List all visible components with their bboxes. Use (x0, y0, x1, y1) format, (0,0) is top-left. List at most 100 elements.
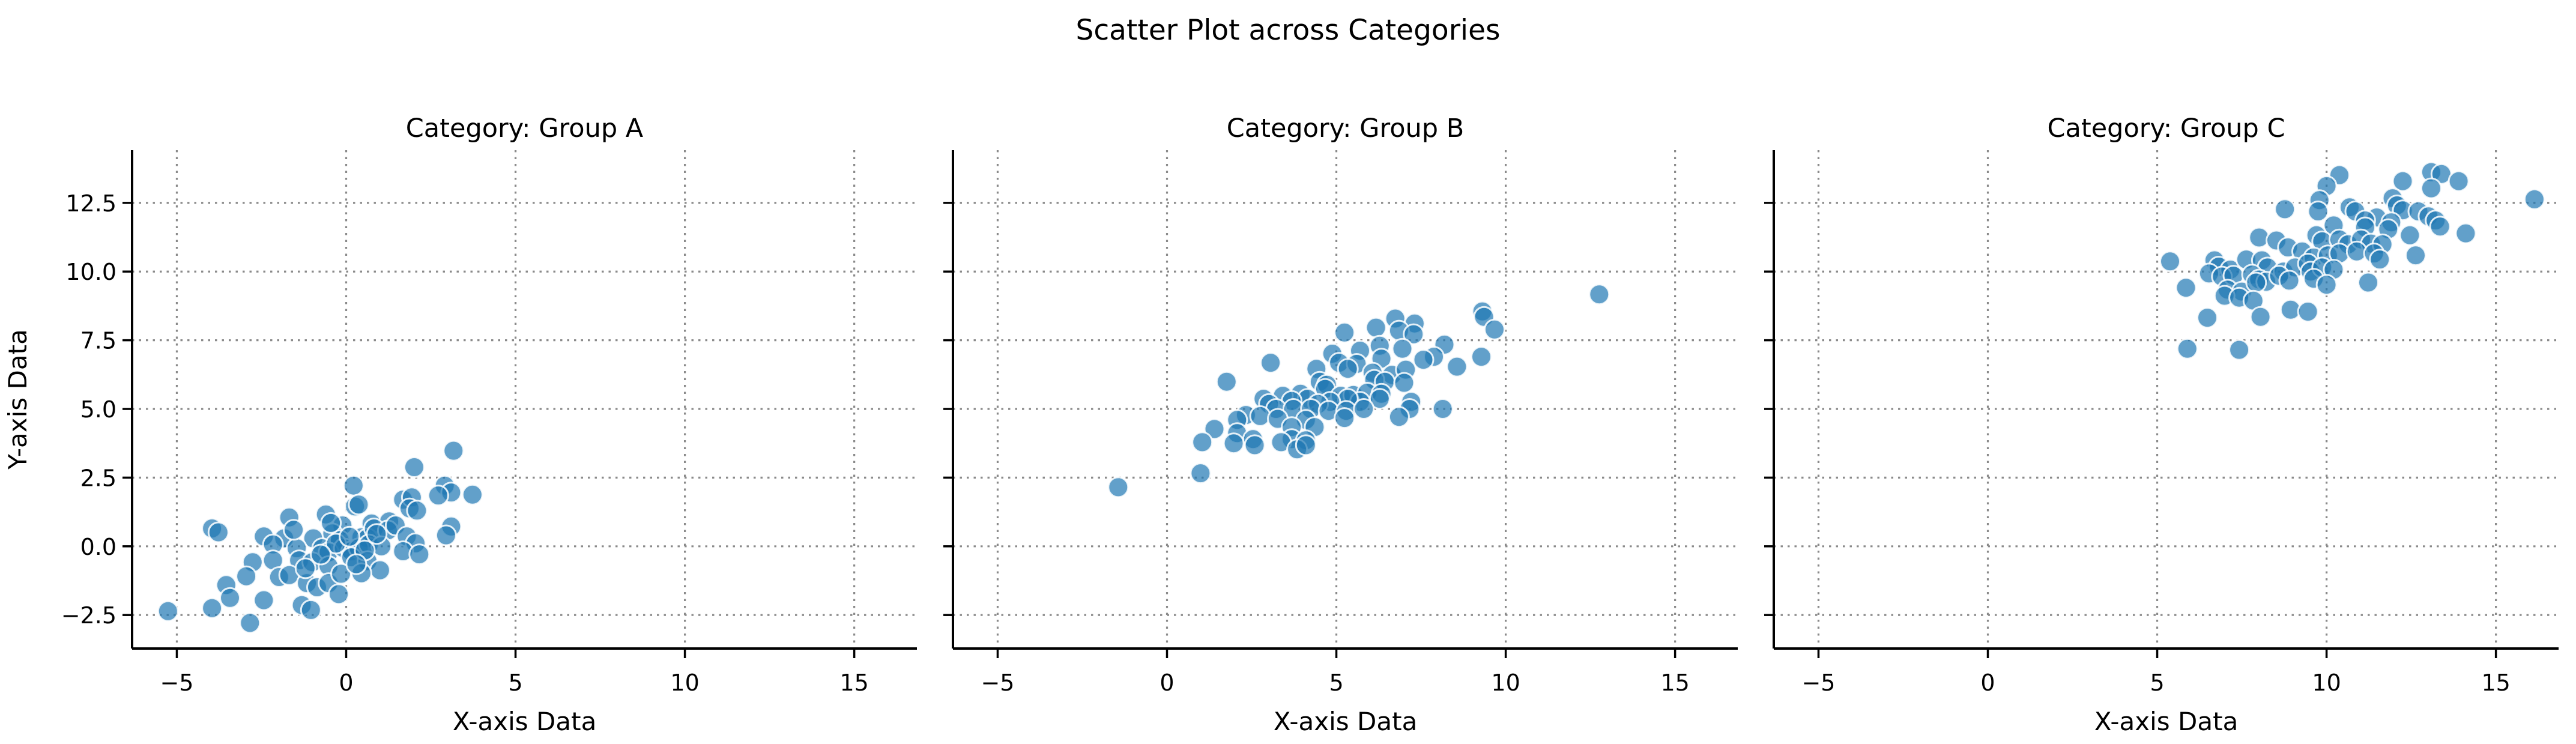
data-point (2315, 274, 2338, 296)
data-point (2392, 170, 2414, 192)
data-point (1484, 318, 1505, 340)
x-tick-label: −5 (1801, 670, 1835, 696)
y-tick-label: −2.5 (61, 602, 116, 629)
data-point (339, 525, 361, 548)
data-point (366, 523, 388, 545)
data-point (1432, 398, 1454, 420)
data-point (330, 563, 352, 585)
data-point (1588, 283, 1610, 306)
data-point (427, 485, 449, 507)
data-point (310, 543, 332, 566)
y-tick-label: 5.0 (80, 396, 116, 423)
data-point (1190, 462, 1212, 485)
x-tick-label: 5 (508, 670, 522, 696)
data-point (1244, 434, 1266, 456)
facet-title: Category: Group A (406, 113, 644, 144)
data-point (201, 597, 223, 619)
data-point (2197, 307, 2218, 329)
data-point (403, 456, 425, 478)
data-point (1223, 432, 1245, 455)
x-axis-label: X-axis Data (453, 707, 597, 736)
x-tick-label: 0 (1980, 670, 1995, 696)
facet-2: −5 0 5 10 15 Category: Group B X-axis Data (943, 113, 1738, 736)
x-axis-label: X-axis Data (2094, 707, 2239, 736)
data-point (283, 519, 305, 541)
data-point (1215, 370, 1238, 393)
x-tick-label: 15 (2481, 670, 2510, 696)
data-point (2249, 306, 2272, 328)
data-point (408, 543, 431, 566)
data-point (461, 483, 483, 506)
facet-title: Category: Group C (2047, 113, 2285, 144)
data-point (2429, 216, 2451, 238)
facet-title: Category: Group B (1227, 113, 1465, 144)
data-point (1203, 418, 1226, 440)
data-point (2176, 337, 2198, 360)
data-point (2245, 271, 2267, 294)
data-point (1365, 316, 1387, 339)
data-point (219, 587, 241, 609)
data-point (2357, 271, 2379, 294)
data-point (2159, 250, 2181, 273)
data-point (1191, 431, 1214, 453)
y-axis-label: Y-axis Data (3, 329, 32, 470)
data-point (348, 494, 370, 516)
x-tick-label: 5 (1329, 670, 1343, 696)
data-point (320, 512, 342, 534)
data-point (369, 559, 391, 581)
facet-1: −5 0 5 10 15 −2.5 0.0 2.5 5.0 7.5 10.0 12.5 Category… (61, 113, 917, 736)
facets-root: −5 0 5 10 15 −2.5 0.0 2.5 5.0 7.5 10.0 12.5 Category… (3, 113, 2559, 736)
data-point (2278, 270, 2300, 292)
y-tick-label: 12.5 (65, 190, 116, 217)
data-point (2420, 177, 2442, 199)
data-point (300, 599, 322, 621)
x-tick-label: 0 (1160, 670, 1174, 696)
data-point (2405, 244, 2426, 267)
data-point (1107, 476, 1129, 498)
x-tick-label: 10 (2312, 670, 2341, 696)
data-point (1403, 323, 1425, 345)
x-tick-label: 5 (2150, 670, 2164, 696)
y-tick-label: 10.0 (65, 259, 116, 285)
data-point (294, 557, 316, 579)
y-tick-label: 0.0 (80, 534, 116, 560)
data-point (435, 524, 457, 546)
data-point (2297, 301, 2319, 322)
y-tick-label: 2.5 (80, 465, 116, 491)
facet-3: −5 0 5 10 15 Category: Group C X-axis Data (1764, 113, 2559, 736)
x-tick-label: 10 (670, 670, 699, 696)
data-point (1249, 405, 1271, 427)
x-tick-label: 10 (1491, 670, 1520, 696)
data-point (235, 565, 258, 587)
data-point (342, 474, 364, 497)
data-point (443, 440, 465, 462)
data-point (157, 600, 179, 622)
data-point (253, 589, 275, 611)
data-point (1393, 372, 1415, 394)
data-point (2307, 201, 2329, 222)
data-point (207, 521, 229, 543)
data-point (1471, 346, 1492, 368)
data-point (1334, 321, 1356, 343)
x-axis-label: X-axis Data (1274, 707, 1418, 736)
data-point (1260, 352, 1282, 374)
figure-title: Scatter Plot across Categories (1076, 14, 1501, 47)
data-point (406, 500, 428, 522)
data-point (2175, 277, 2197, 299)
data-point (1412, 349, 1435, 371)
data-point (1388, 406, 1410, 428)
y-tick-label: 7.5 (80, 328, 116, 354)
data-point (2274, 198, 2296, 220)
data-point (2228, 339, 2251, 361)
data-point (2523, 188, 2545, 210)
data-point (2455, 222, 2477, 244)
data-point (1446, 355, 1468, 378)
data-point (1334, 407, 1356, 429)
data-point (2448, 170, 2470, 192)
data-point (1337, 358, 1359, 380)
data-point (345, 553, 367, 575)
data-point (1391, 337, 1413, 360)
data-point (2399, 224, 2421, 246)
